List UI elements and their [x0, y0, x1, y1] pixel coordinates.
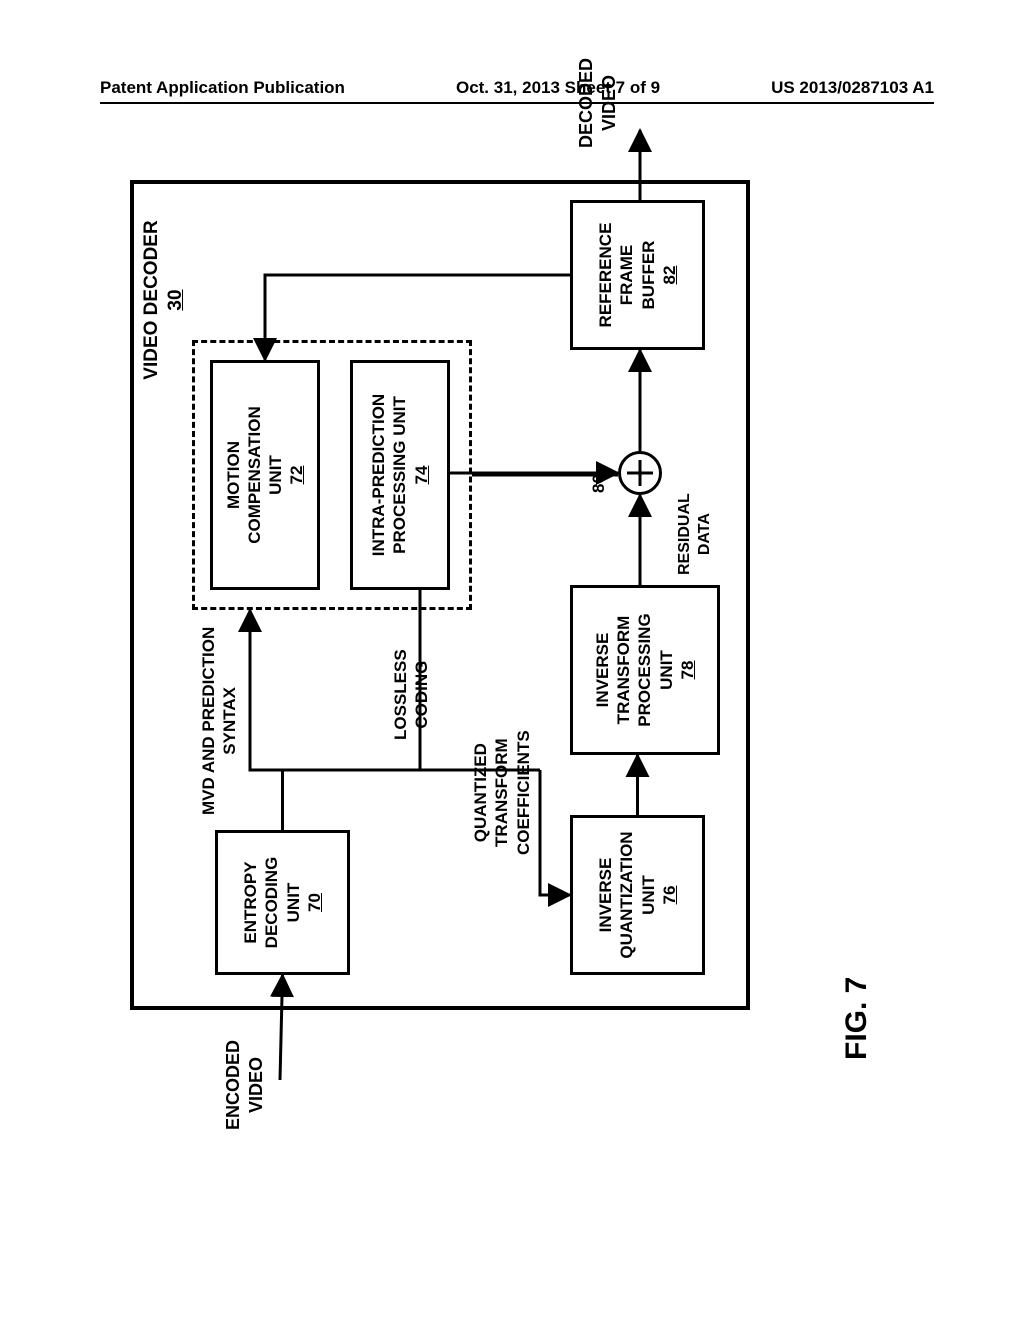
- figure-caption: FIG. 7: [840, 977, 874, 1060]
- quantized-coeff-label: QUANTIZED TRANSFORM COEFFICIENTS: [470, 730, 534, 855]
- inverse-quantization-unit-block: INVERSEQUANTIZATIONUNIT76: [570, 815, 705, 975]
- motion-compensation-unit-block: MOTIONCOMPENSATIONUNIT72: [210, 360, 320, 590]
- residual-data-label: RESIDUAL DATA: [675, 493, 715, 575]
- header-rule: [100, 102, 934, 104]
- intra-prediction-unit-block: INTRA-PREDICTIONPROCESSING UNIT74: [350, 360, 450, 590]
- mvd-syntax-label: MVD AND PREDICTION SYNTAX: [198, 627, 241, 815]
- lossless-coding-label: LOSSLESS CODING: [390, 649, 433, 740]
- video-decoder-title: VIDEO DECODER 30: [140, 190, 188, 410]
- page-header: Patent Application Publication Oct. 31, …: [100, 78, 934, 98]
- decoded-video-label: DECODED VIDEO: [575, 58, 620, 148]
- video-decoder-title-text: VIDEO DECODER: [140, 190, 164, 410]
- header-right: US 2013/0287103 A1: [771, 78, 934, 98]
- figure-canvas: VIDEO DECODER 30 ENTROPYDECODINGUNIT70 M…: [100, 140, 920, 1070]
- summer-number-label: 80: [588, 474, 609, 493]
- figure-rotated-wrap: VIDEO DECODER 30 ENTROPYDECODINGUNIT70 M…: [45, 195, 975, 1015]
- header-left: Patent Application Publication: [100, 78, 345, 98]
- reference-frame-buffer-block: REFERENCEFRAMEBUFFER82: [570, 200, 705, 350]
- page: Patent Application Publication Oct. 31, …: [0, 0, 1024, 1320]
- header-center: Oct. 31, 2013 Sheet 7 of 9: [456, 78, 660, 98]
- video-decoder-num: 30: [164, 190, 188, 410]
- summer-node: [618, 451, 662, 495]
- summer-number: 80: [589, 474, 608, 493]
- encoded-video-label: ENCODED VIDEO: [222, 1040, 267, 1130]
- inverse-transform-unit-block: INVERSETRANSFORMPROCESSINGUNIT78: [570, 585, 720, 755]
- entropy-decoding-unit-block: ENTROPYDECODINGUNIT70: [215, 830, 350, 975]
